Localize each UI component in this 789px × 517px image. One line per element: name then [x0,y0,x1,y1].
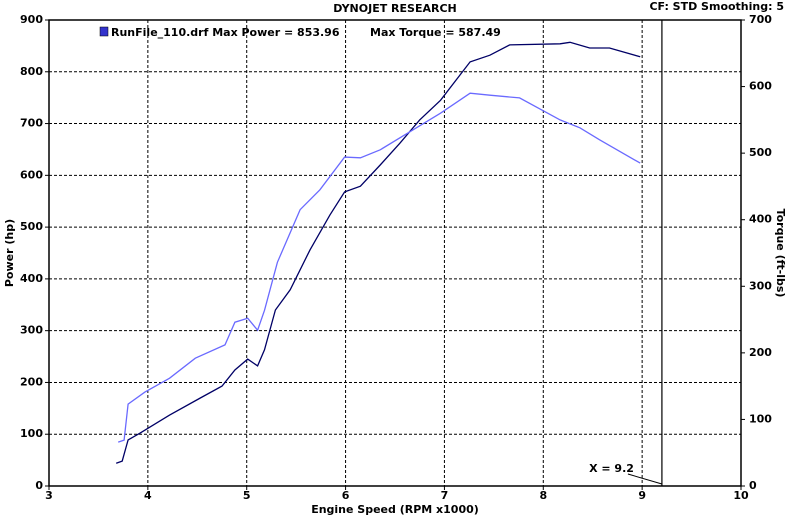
y2-tick-label: 700 [749,13,772,26]
data-line [117,92,641,443]
x-tick-label: 8 [539,489,547,502]
y-axis-label: Power (hp) [3,219,16,287]
y2-tick-label: 100 [749,412,772,425]
y-tick-label: 900 [20,13,43,26]
chart-title: DYNOJET RESEARCH [333,2,456,15]
y2-tick-label: 500 [749,146,772,159]
y-tick-label: 0 [35,479,43,492]
cursor-leader [627,473,663,485]
legend-text: Max Torque = 587.49 [370,26,501,39]
x-tick-label: 10 [733,489,749,502]
y2-tick-label: 0 [749,479,757,492]
y2-tick-label: 400 [749,213,772,226]
y-tick-label: 100 [20,427,43,440]
x-tick-label: 9 [638,489,646,502]
y2-tick-label: 200 [749,346,772,359]
x-tick-label: 7 [441,489,449,502]
plot-frame [48,19,742,487]
x-axis-label: Engine Speed (RPM x1000) [311,503,479,516]
y-tick-label: 600 [20,168,43,181]
y2-tick-label: 300 [749,279,772,292]
data-line [115,41,641,464]
y-tick-label: 300 [20,324,43,337]
legend-text: RunFile_110.drf Max Power = 853.96 [111,26,340,39]
settings-text: CF: STD Smoothing: 5 [649,0,784,13]
y-tick-label: 400 [20,272,43,285]
y2-tick-label: 600 [749,80,772,93]
x-tick-label: 6 [342,489,350,502]
cursor-label: X = 9.2 [589,462,634,475]
y2-axis-label: Torque (ft-lbs) [774,209,787,298]
legend-swatch [99,26,109,37]
y-tick-label: 800 [20,65,43,78]
y-tick-label: 500 [20,220,43,233]
x-tick-label: 5 [243,489,251,502]
y-tick-label: 200 [20,375,43,388]
x-tick-label: 3 [45,489,53,502]
x-tick-label: 4 [144,489,152,502]
y-tick-label: 700 [20,117,43,130]
